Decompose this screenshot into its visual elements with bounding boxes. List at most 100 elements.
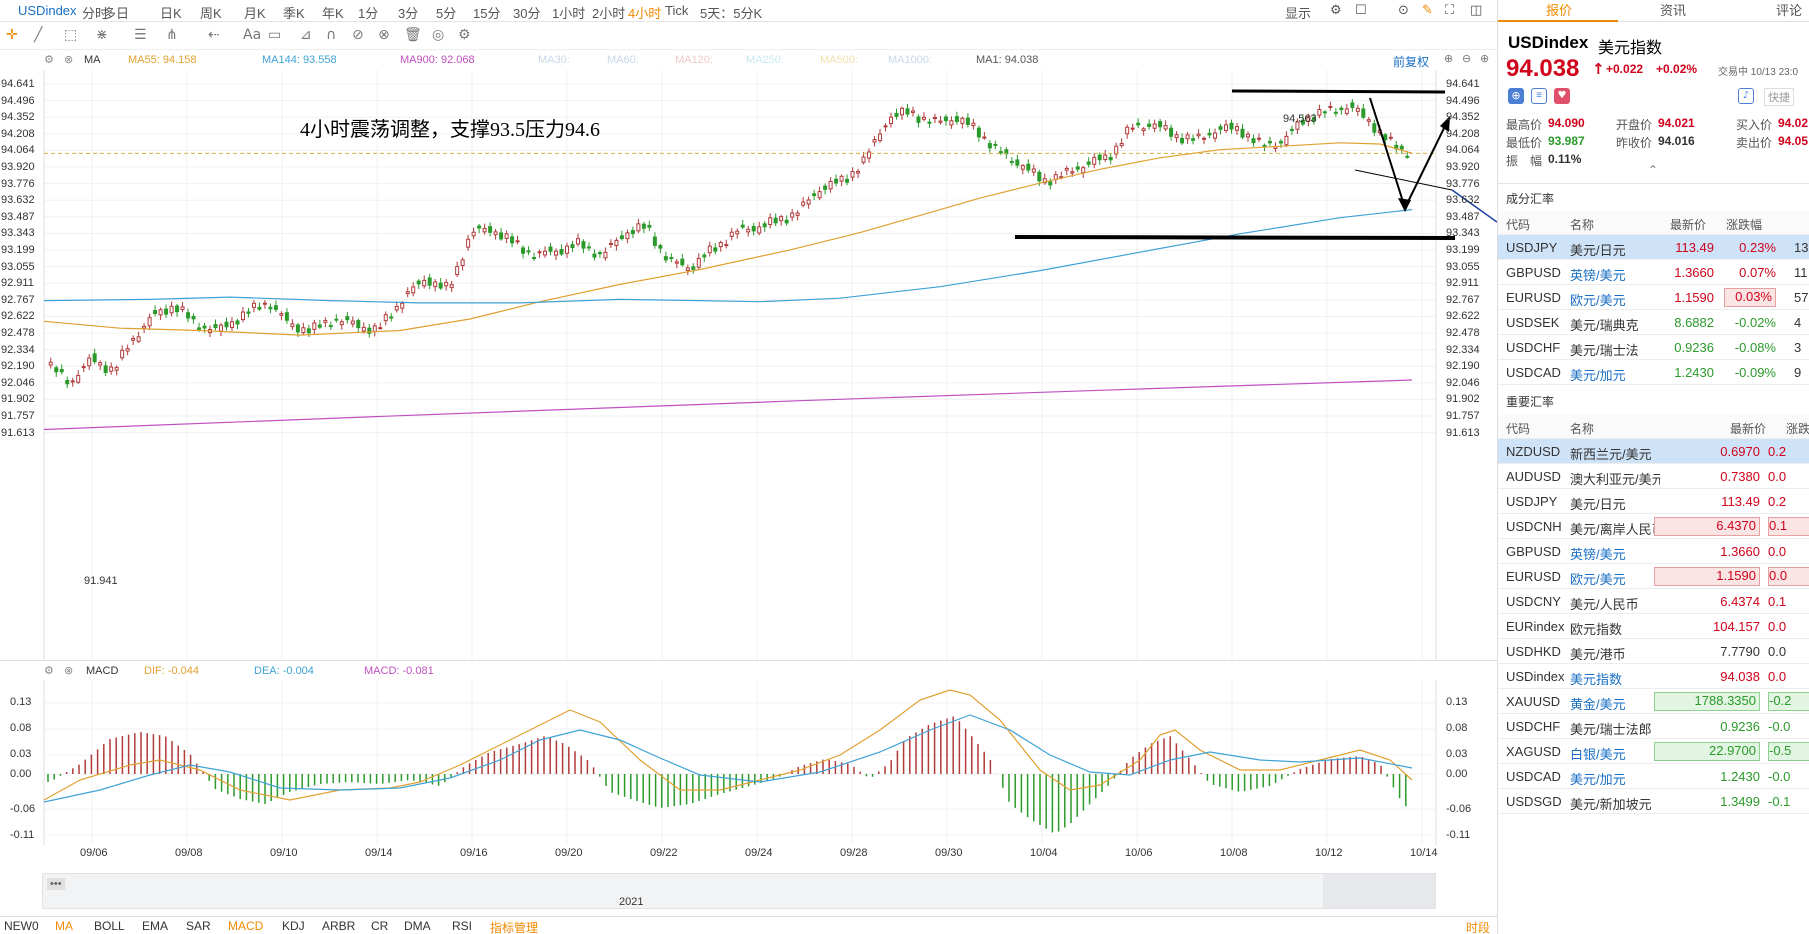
split-icon[interactable]: ◫ xyxy=(1470,3,1483,18)
crosshair-icon[interactable]: ✛ xyxy=(6,27,18,43)
quick-button[interactable]: 快捷 xyxy=(1764,88,1794,106)
price-chart[interactable] xyxy=(0,70,1497,660)
tab-comments[interactable]: 评论 xyxy=(1776,3,1803,18)
indicator-tab-7[interactable]: ARBR xyxy=(322,919,356,933)
time-navigator[interactable]: ••• 2021 xyxy=(42,873,1436,909)
timeframe-2[interactable]: 日K xyxy=(160,6,182,21)
timeframe-11[interactable]: 30分 xyxy=(513,6,541,21)
column-header: 代码 xyxy=(1506,218,1531,232)
table-row[interactable]: USDJPY 美元/日元 113.49 0.2 xyxy=(1498,489,1809,514)
timeframe-7[interactable]: 1分 xyxy=(358,6,379,21)
table-row[interactable]: EURUSD 欧元/美元 1.1590 0.0 xyxy=(1498,564,1809,589)
erase-icon[interactable]: ⊗ xyxy=(378,27,390,43)
table-row[interactable]: EURUSD 欧元/美元 1.1590 0.03% 57 xyxy=(1498,285,1809,310)
table-row[interactable]: USDHKD 美元/港币 7.7790 0.0 xyxy=(1498,639,1809,664)
table-row[interactable]: XAUUSD 黄金/美元 1788.3350 -0.2 xyxy=(1498,689,1809,714)
arrow-tool-icon[interactable]: ⇠ xyxy=(208,27,220,43)
indicator-tab-6[interactable]: KDJ xyxy=(282,919,305,933)
macd-chart[interactable] xyxy=(0,680,1497,845)
indicator-tab-0[interactable]: NEW0 xyxy=(4,919,39,933)
indicator-tab-5[interactable]: MACD xyxy=(228,919,264,933)
indicator-tab-8[interactable]: CR xyxy=(371,919,389,933)
table-row[interactable]: GBPUSD 英镑/美元 1.3660 0.07% 11 xyxy=(1498,260,1809,285)
timeframe-15[interactable]: Tick xyxy=(665,3,689,18)
timeframe-5[interactable]: 季K xyxy=(283,6,305,21)
session-button[interactable]: 时段 xyxy=(1466,921,1491,934)
note-tool-icon[interactable]: ▭ xyxy=(268,27,282,43)
tab-news[interactable]: 资讯 xyxy=(1660,3,1687,18)
timeframe-16[interactable]: 5天：5分K xyxy=(700,6,763,21)
indicator-tab-11[interactable]: 指标管理 xyxy=(490,921,539,934)
legend-close-icon[interactable]: ⊗ xyxy=(64,53,74,66)
table-row[interactable]: NZDUSD 新西兰元/美元 0.6970 0.2 xyxy=(1498,439,1809,464)
table-row[interactable]: USDCHF 美元/瑞士法 0.9236 -0.08% 3 xyxy=(1498,335,1809,360)
indicator-tab-10[interactable]: RSI xyxy=(452,919,473,933)
eye-icon[interactable]: ◎ xyxy=(432,27,445,43)
table-row[interactable]: USDSEK 美元/瑞典克 8.6882 -0.02% 4 xyxy=(1498,310,1809,335)
macd-settings-icon[interactable]: ⚙ xyxy=(44,664,54,677)
indicator-tab-1[interactable]: MA xyxy=(55,919,73,933)
timeframe-0[interactable]: 分时 xyxy=(82,6,109,21)
zoom-out-icon[interactable]: ⊖ xyxy=(1462,52,1472,65)
timeframe-10[interactable]: 15分 xyxy=(473,6,501,21)
table-row[interactable]: USDCAD 美元/加元 1.2430 -0.09% 9 xyxy=(1498,360,1809,385)
trash-icon[interactable]: 🗑 xyxy=(404,27,422,43)
shape-tool-icon[interactable]: ⬚ xyxy=(64,27,78,43)
collapse-chevron-icon[interactable]: ⌃ xyxy=(1648,163,1659,177)
navigator-handle-left[interactable]: ••• xyxy=(47,878,65,890)
list-icon[interactable]: ≡ xyxy=(1531,88,1547,104)
cross-line-icon[interactable]: ⋇ xyxy=(96,27,108,43)
table-row[interactable]: USDJPY 美元/日元 113.49 0.23% 13 xyxy=(1498,235,1809,260)
line-tool-icon[interactable]: ╱ xyxy=(34,27,43,43)
indicator-tab-2[interactable]: BOLL xyxy=(94,919,125,933)
indicator-tab-4[interactable]: SAR xyxy=(186,919,211,933)
legend-settings-icon[interactable]: ⚙ xyxy=(44,53,54,66)
timeframe-6[interactable]: 年K xyxy=(322,6,344,21)
table-row[interactable]: GBPUSD 英镑/美元 1.3660 0.0 xyxy=(1498,539,1809,564)
timeframe-3[interactable]: 周K xyxy=(200,6,222,21)
alert-bell-icon[interactable]: ♪ xyxy=(1738,88,1754,104)
channel-tool-icon[interactable]: ☰ xyxy=(134,27,147,43)
timeframe-9[interactable]: 5分 xyxy=(436,6,457,21)
table-row[interactable]: USDCHF 美元/瑞士法郎 0.9236 -0.0 xyxy=(1498,714,1809,739)
high-price-marker: 94.563 xyxy=(1283,113,1317,125)
fullscreen-icon[interactable]: ⛶ xyxy=(1445,3,1455,18)
navigator-window[interactable] xyxy=(1323,874,1435,908)
settings-icon[interactable]: ⚙ xyxy=(1330,3,1342,18)
tab-quote[interactable]: 报价 xyxy=(1546,3,1573,18)
table-row[interactable]: USDindex 美元指数 94.038 0.0 xyxy=(1498,664,1809,689)
table-row[interactable]: USDSGD 美元/新加坡元 1.3499 -0.1 xyxy=(1498,789,1809,814)
timeframe-4[interactable]: 月K xyxy=(244,6,266,21)
zoom-in-icon[interactable]: ⊕ xyxy=(1444,52,1454,65)
indicator-tab-9[interactable]: DMA xyxy=(404,919,431,933)
checkbox-icon[interactable]: ☐ xyxy=(1355,3,1367,18)
display-menu[interactable]: 显示 xyxy=(1285,6,1312,21)
symbol-selector[interactable]: USDindex xyxy=(18,3,77,18)
camera-icon[interactable]: ⊙ xyxy=(1398,3,1409,18)
indicator-tab-3[interactable]: EMA xyxy=(142,919,169,933)
pencil-icon[interactable]: ✎ xyxy=(1422,3,1433,18)
text-tool-icon[interactable]: Aa xyxy=(243,27,262,43)
restore-button[interactable]: 前复权 xyxy=(1393,55,1430,69)
table-row[interactable]: USDCAD 美元/加元 1.2430 -0.0 xyxy=(1498,764,1809,789)
timeframe-1[interactable]: 多日 xyxy=(103,6,130,21)
macd-close-icon[interactable]: ⊗ xyxy=(64,664,74,677)
ruler-icon[interactable]: ⊿ xyxy=(300,27,312,43)
fork-tool-icon[interactable]: ⋔ xyxy=(166,27,178,43)
table-row[interactable]: AUDUSD 澳大利亚元/美元 0.7380 0.0 xyxy=(1498,464,1809,489)
table-row[interactable]: XAGUSD 白银/美元 22.9700 -0.5 xyxy=(1498,739,1809,764)
table-row[interactable]: EURindex 欧元指数 104.157 0.0 xyxy=(1498,614,1809,639)
candle-body xyxy=(1119,142,1124,147)
gear-icon[interactable]: ⚙ xyxy=(458,27,471,43)
globe-icon[interactable]: ⊕ xyxy=(1508,88,1524,104)
magnet-icon[interactable]: ∩ xyxy=(326,27,337,43)
timeframe-12[interactable]: 1小时 xyxy=(552,6,586,21)
favorite-icon[interactable]: ♥ xyxy=(1554,88,1570,104)
timeframe-14[interactable]: 4小时 xyxy=(628,6,662,21)
timer-icon[interactable]: ⊘ xyxy=(352,27,364,43)
timeframe-8[interactable]: 3分 xyxy=(398,6,419,21)
table-row[interactable]: USDCNH 美元/离岸人民币 6.4370 0.1 xyxy=(1498,514,1809,539)
table-row[interactable]: USDCNY 美元/人民币 6.4374 0.1 xyxy=(1498,589,1809,614)
add-icon[interactable]: ⊕ xyxy=(1480,52,1490,65)
timeframe-13[interactable]: 2小时 xyxy=(592,6,626,21)
